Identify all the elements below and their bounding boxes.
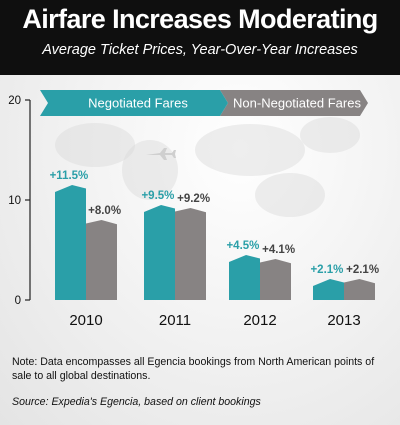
legend-label-negotiated: Negotiated Fares — [88, 96, 188, 111]
map-shape — [55, 123, 135, 167]
world-map-background — [55, 117, 360, 217]
data-labels: +11.5% +8.0% +9.5% +9.2% +4.5% +4.1% +2.1% +2.1… — [50, 170, 379, 276]
data-label-non-negotiated-2011: +9.2% — [177, 193, 210, 205]
data-label-non-negotiated-2013: +2.1% — [346, 264, 379, 276]
map-shape — [195, 124, 305, 176]
bar-non-negotiated-2012 — [260, 259, 291, 300]
header-bar: Airfare Increases Moderating Average Tic… — [0, 0, 400, 75]
chart-title: Airfare Increases Moderating — [22, 4, 378, 34]
bar-non-negotiated-2011 — [175, 208, 206, 300]
y-tick-label: 0 — [15, 295, 21, 307]
bars — [55, 185, 375, 300]
data-label-non-negotiated-2010: +8.0% — [88, 205, 121, 217]
bar-non-negotiated-2013 — [344, 279, 375, 300]
data-label-non-negotiated-2012: +4.1% — [262, 244, 295, 256]
footnote: Note: Data encompasses all Egencia booki… — [12, 356, 375, 382]
y-tick-label: 10 — [8, 195, 21, 207]
source-note: Source: Expedia's Egencia, based on clie… — [12, 396, 261, 408]
data-label-negotiated-2010: +11.5% — [50, 170, 89, 182]
legend-label-non-negotiated: Non-Negotiated Fares — [233, 96, 361, 111]
x-tick-label-2012: 2012 — [243, 312, 276, 329]
bar-negotiated-2010 — [55, 185, 86, 300]
x-tick-label-2010: 2010 — [69, 312, 102, 329]
airplane-icon — [146, 148, 176, 160]
data-label-negotiated-2013: +2.1% — [310, 264, 343, 276]
legend: Negotiated Fares Non-Negotiated Fares — [40, 90, 368, 116]
bar-negotiated-2012 — [229, 255, 260, 300]
y-tick-label: 20 — [8, 95, 21, 107]
bar-chart: 0 10 20 Negotiated Fares Non-Negotiated Far… — [8, 90, 379, 329]
airplane-shape — [146, 148, 176, 160]
x-tick-label-2011: 2011 — [159, 312, 191, 329]
legend-non-negotiated-arrow — [220, 90, 368, 116]
data-label-negotiated-2012: +4.5% — [226, 240, 259, 252]
x-tick-label-2013: 2013 — [327, 312, 360, 329]
chart-subtitle: Average Ticket Prices, Year-Over-Year In… — [42, 42, 358, 58]
y-axis: 0 10 20 — [8, 95, 31, 307]
legend-negotiated-arrow — [40, 90, 228, 116]
bar-negotiated-2011 — [144, 205, 175, 300]
map-shape — [300, 117, 360, 153]
bar-non-negotiated-2010 — [86, 220, 117, 300]
bar-negotiated-2013 — [313, 279, 344, 300]
map-shape — [255, 173, 325, 217]
x-axis-labels: 2010 2011 2012 2013 — [69, 312, 360, 329]
data-label-negotiated-2011: +9.5% — [141, 190, 174, 202]
